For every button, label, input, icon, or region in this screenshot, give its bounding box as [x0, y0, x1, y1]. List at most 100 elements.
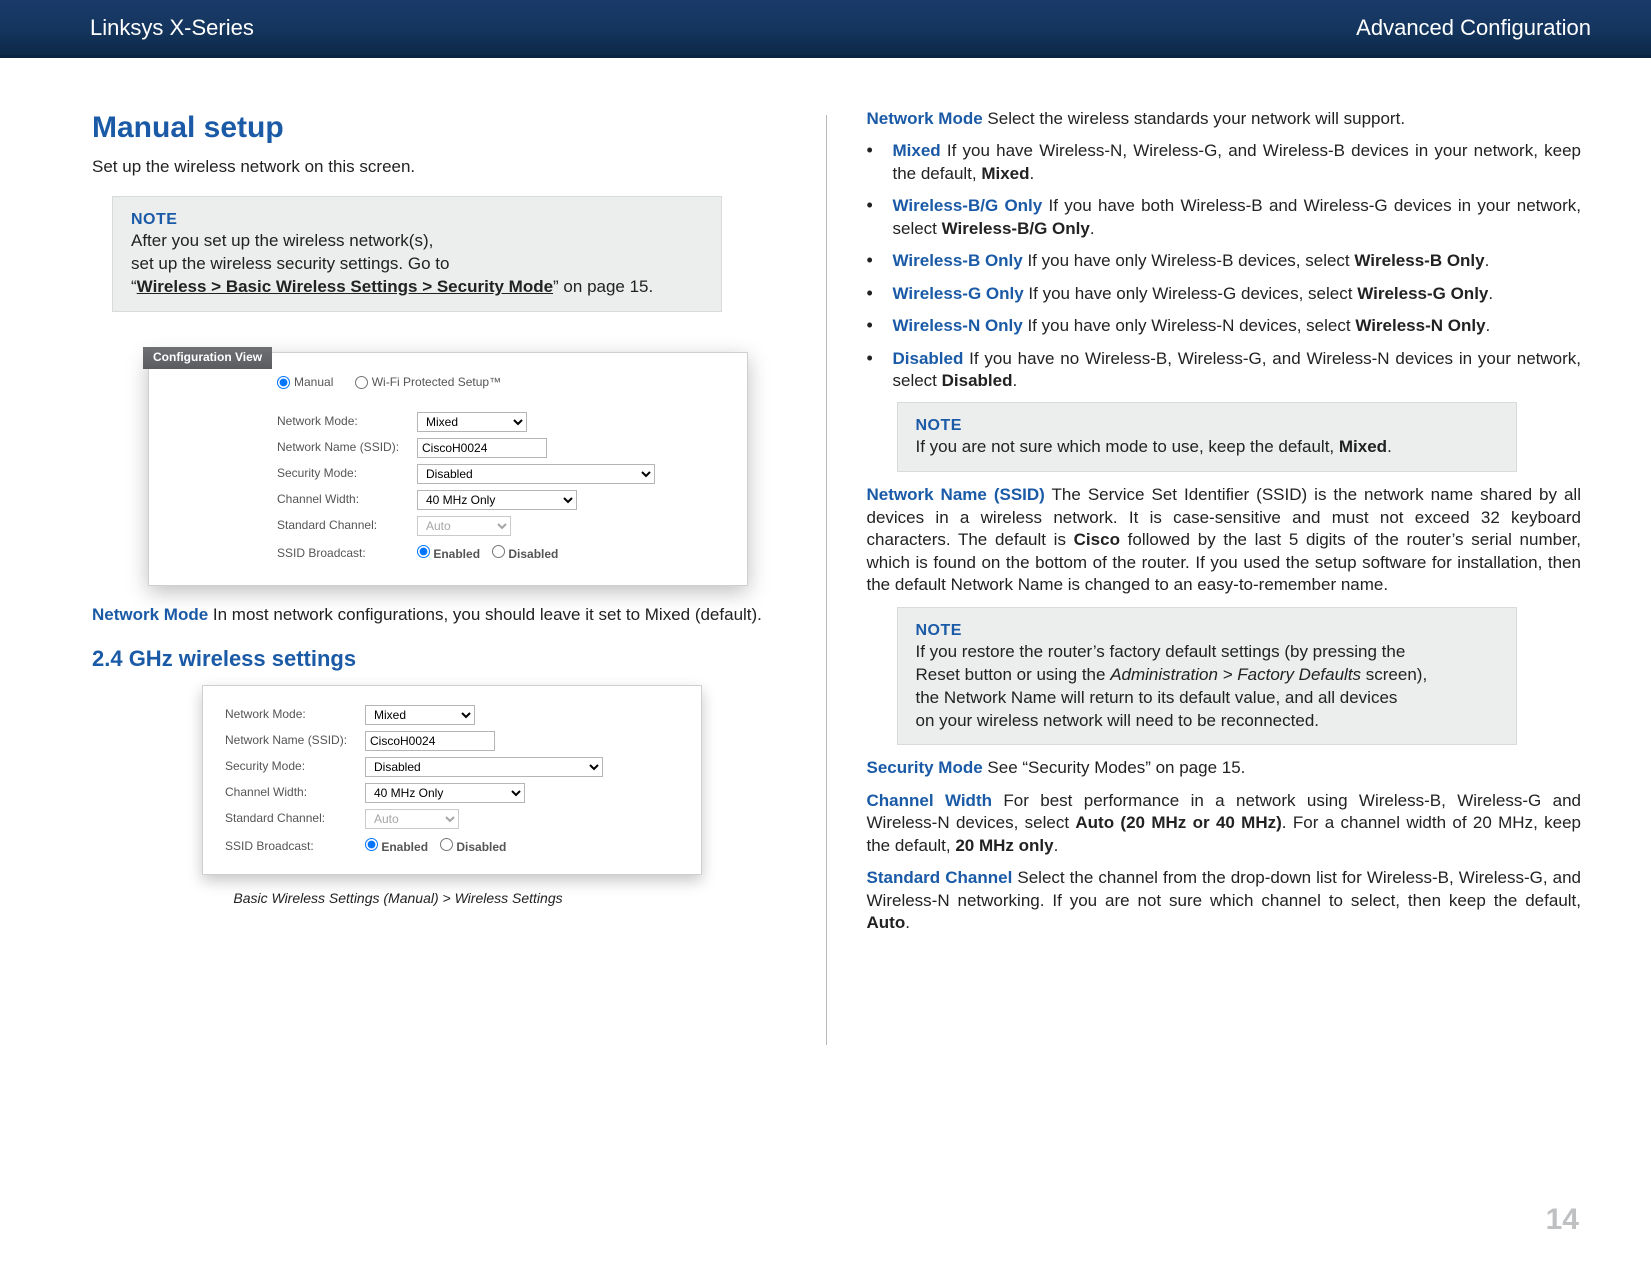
lbl2-security-mode: Security Mode:	[225, 759, 365, 775]
radio-wps[interactable]: Wi-Fi Protected Setup™	[355, 375, 501, 389]
row-network-mode: Network Mode: Mixed	[277, 409, 715, 435]
select2-standard-channel[interactable]: Auto	[365, 809, 459, 829]
opt-mixed-tail: .	[1030, 164, 1035, 183]
select2-security-mode[interactable]: Disabled	[365, 757, 603, 777]
note-text: After you set up the wireless network(s)…	[131, 230, 703, 299]
radio-wps-input[interactable]	[355, 376, 368, 389]
radio-manual-input[interactable]	[277, 376, 290, 389]
lbl2-channel-width: Channel Width:	[225, 785, 365, 801]
lbl2-broadcast-enabled: Enabled	[381, 840, 428, 854]
row2-network-mode: Network Mode: Mixed	[225, 702, 679, 728]
network-mode-blurb: Network Mode In most network configurati…	[92, 604, 807, 626]
page: Linksys X-Series Advanced Configuration …	[0, 0, 1651, 1275]
nr2-l2b: screen),	[1361, 665, 1427, 684]
note-default-mode: NOTE If you are not sure which mode to u…	[897, 402, 1517, 472]
opt-bg-tail: .	[1090, 219, 1095, 238]
opt-n-label: Wireless-N Only	[893, 316, 1023, 335]
radio2-broadcast-disabled-input[interactable]	[440, 838, 453, 851]
lbl-standard-channel: Standard Channel:	[277, 518, 417, 534]
opt-b-text: If you have only Wireless-B devices, sel…	[1023, 251, 1355, 270]
note-label: NOTE	[131, 209, 703, 230]
bullet-icon: •	[867, 250, 893, 272]
row2-security-mode: Security Mode: Disabled	[225, 754, 679, 780]
row-ssid-broadcast: SSID Broadcast: Enabled Disabled	[277, 541, 715, 567]
opt-n-text: If you have only Wireless-N devices, sel…	[1023, 316, 1356, 335]
nr2-l1: If you restore the router’s factory defa…	[916, 642, 1406, 661]
lbl-network-mode: Network Mode:	[277, 414, 417, 430]
select-security-mode[interactable]: Disabled	[417, 464, 655, 484]
opt-b-bold: Wireless-B Only	[1354, 251, 1484, 270]
lbl-ssid-r: Network Name (SSID)	[867, 485, 1045, 504]
bullet-icon: •	[867, 348, 893, 393]
opt-b-tail: .	[1485, 251, 1490, 270]
nr2-l2a: Reset button or using the	[916, 665, 1111, 684]
screenshot-caption: Basic Wireless Settings (Manual) > Wirel…	[148, 889, 648, 907]
para-standard-channel: Standard Channel Select the channel from…	[867, 867, 1582, 934]
radio2-broadcast-disabled[interactable]: Disabled	[440, 838, 506, 856]
opt-mixed-label: Mixed	[893, 141, 941, 160]
radio-broadcast-enabled[interactable]: Enabled	[417, 545, 480, 563]
note-q2: ” on page 15.	[553, 277, 653, 296]
opt-n-bold: Wireless-N Only	[1355, 316, 1485, 335]
nr2-l4: on your wireless network will need to be…	[916, 711, 1320, 730]
select2-network-mode[interactable]: Mixed	[365, 705, 475, 725]
select-standard-channel[interactable]: Auto	[417, 516, 511, 536]
input-ssid[interactable]	[417, 438, 547, 458]
note-label-r1: NOTE	[916, 415, 1498, 436]
radio-manual-label: Manual	[294, 375, 333, 389]
input2-ssid[interactable]	[365, 731, 495, 751]
radio-broadcast-disabled-input[interactable]	[492, 545, 505, 558]
bullet-icon: •	[867, 283, 893, 305]
opt-mixed-bold: Mixed	[981, 164, 1029, 183]
right-column: Network Mode Select the wireless standar…	[867, 108, 1582, 945]
doc-series: Linksys X-Series	[90, 15, 254, 41]
lbl2-standard-channel: Standard Channel:	[225, 811, 365, 827]
nr2-l3: the Network Name will return to its defa…	[916, 688, 1398, 707]
lbl-sec-r: Security Mode	[867, 758, 983, 777]
txt-cw-c: .	[1054, 836, 1059, 855]
select-channel-width[interactable]: 40 MHz Only	[417, 490, 577, 510]
radio-broadcast-disabled[interactable]: Disabled	[492, 545, 558, 563]
config-view-header: Configuration View	[143, 347, 272, 369]
lbl2-ssid: Network Name (SSID):	[225, 733, 365, 749]
note-r1-c: .	[1387, 437, 1392, 456]
radio2-broadcast-enabled[interactable]: Enabled	[365, 838, 428, 856]
column-divider	[826, 115, 827, 1045]
note-label-r2: NOTE	[916, 620, 1498, 641]
row2-channel-width: Channel Width: 40 MHz Only	[225, 780, 679, 806]
doc-section: Advanced Configuration	[1356, 15, 1591, 41]
row-ssid: Network Name (SSID):	[277, 435, 715, 461]
config-radio-row: Manual Wi-Fi Protected Setup™	[277, 375, 715, 391]
txt-sc-b: .	[905, 913, 910, 932]
page-number: 14	[1546, 1203, 1579, 1237]
note-link: Wireless > Basic Wireless Settings > Sec…	[137, 277, 553, 296]
opt-bg-bold: Wireless-B/G Only	[942, 219, 1090, 238]
note-r1-b: Mixed	[1339, 437, 1387, 456]
row2-standard-channel: Standard Channel: Auto	[225, 806, 679, 832]
screenshot-24ghz-body: Network Mode: Mixed Network Name (SSID):…	[203, 686, 701, 874]
network-mode-text: In most network configurations, you shou…	[208, 605, 762, 624]
txt-sec-r: See “Security Modes” on page 15.	[983, 758, 1246, 777]
note-text-r2: If you restore the router’s factory defa…	[916, 641, 1498, 733]
screenshot-24ghz: Network Mode: Mixed Network Name (SSID):…	[202, 685, 702, 875]
opt-d-bold: Disabled	[942, 371, 1013, 390]
intro-text: Set up the wireless network on this scre…	[92, 156, 807, 178]
opt-bg-label: Wireless-B/G Only	[893, 196, 1043, 215]
select-network-mode[interactable]: Mixed	[417, 412, 527, 432]
select2-channel-width[interactable]: 40 MHz Only	[365, 783, 525, 803]
row-standard-channel: Standard Channel: Auto	[277, 513, 715, 539]
note-r1-a: If you are not sure which mode to use, k…	[916, 437, 1339, 456]
para-network-mode: Network Mode Select the wireless standar…	[867, 108, 1582, 130]
network-mode-options: •Mixed If you have Wireless-N, Wireless-…	[867, 140, 1582, 392]
heading-24ghz: 2.4 GHz wireless settings	[92, 644, 807, 673]
radio-manual[interactable]: Manual	[277, 375, 333, 389]
opt-g-tail: .	[1488, 284, 1493, 303]
lbl2-network-mode: Network Mode:	[225, 707, 365, 723]
note-setup: NOTE After you set up the wireless netwo…	[112, 196, 722, 312]
nr2-l2i: Administration > Factory Defaults	[1110, 665, 1361, 684]
bullet-icon: •	[867, 195, 893, 240]
bullet-icon: •	[867, 315, 893, 337]
radio-broadcast-enabled-input[interactable]	[417, 545, 430, 558]
row-security-mode: Security Mode: Disabled	[277, 461, 715, 487]
radio2-broadcast-enabled-input[interactable]	[365, 838, 378, 851]
